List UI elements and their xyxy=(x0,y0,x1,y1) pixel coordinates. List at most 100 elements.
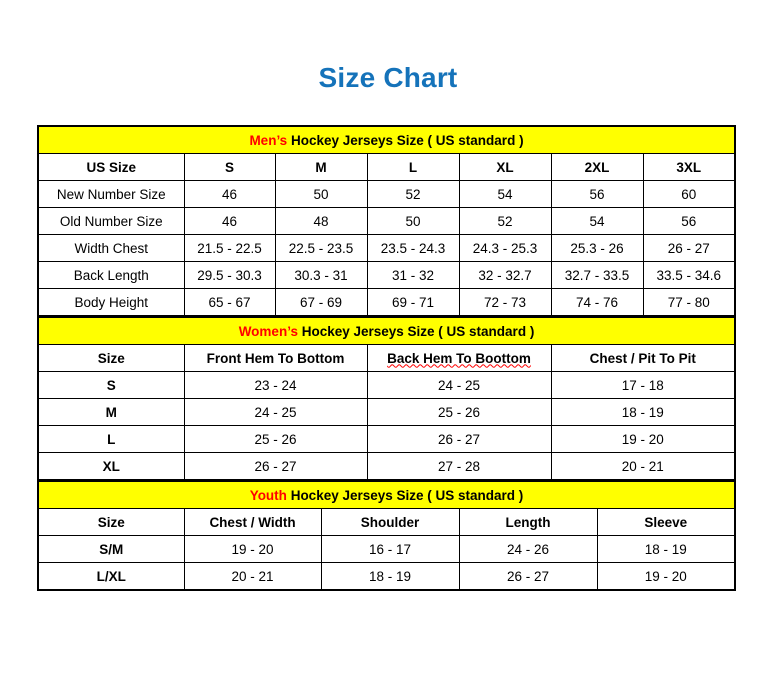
womens-row-3-label: XL xyxy=(37,452,185,481)
mens-row-4-val-4: 74 - 76 xyxy=(550,288,644,317)
table-row: Width Chest 21.5 - 22.5 22.5 - 23.5 23.5… xyxy=(37,234,736,262)
youth-banner-rest: Hockey Jerseys Size ( US standard ) xyxy=(286,487,524,503)
mens-row-2-val-3: 24.3 - 25.3 xyxy=(458,234,552,262)
mens-row-1-val-2: 50 xyxy=(366,207,460,235)
table-row: XL 26 - 27 27 - 28 20 - 21 xyxy=(37,452,736,481)
mens-row-2-label: Width Chest xyxy=(37,234,185,262)
mens-row-3-val-4: 32.7 - 33.5 xyxy=(550,261,644,289)
mens-col-3: L xyxy=(366,153,460,181)
womens-row-3-val-0: 26 - 27 xyxy=(183,452,368,481)
youth-row-1-val-3: 19 - 20 xyxy=(596,562,736,591)
mens-banner-rest: Hockey Jerseys Size ( US standard ) xyxy=(287,132,524,148)
table-row: L 25 - 26 26 - 27 19 - 20 xyxy=(37,425,736,453)
table-row: M 24 - 25 25 - 26 18 - 19 xyxy=(37,398,736,426)
womens-row-2-val-2: 19 - 20 xyxy=(550,425,736,453)
table-row: Old Number Size 46 48 50 52 54 56 xyxy=(37,207,736,235)
mens-row-3-label: Back Length xyxy=(37,261,185,289)
mens-col-6: 3XL xyxy=(642,153,736,181)
womens-row-0-label: S xyxy=(37,371,185,399)
womens-header-row: Size Front Hem To Bottom Back Hem To Boo… xyxy=(37,344,736,372)
mens-row-0-val-3: 54 xyxy=(458,180,552,208)
youth-col-1: Chest / Width xyxy=(183,508,322,536)
mens-col-2: M xyxy=(274,153,368,181)
mens-row-2-val-5: 26 - 27 xyxy=(642,234,736,262)
mens-row-4-label: Body Height xyxy=(37,288,185,317)
youth-row-1-val-2: 26 - 27 xyxy=(458,562,598,591)
womens-row-3-val-1: 27 - 28 xyxy=(366,452,552,481)
womens-row-2-val-0: 25 - 26 xyxy=(183,425,368,453)
youth-col-4: Sleeve xyxy=(596,508,736,536)
page-title: Size Chart xyxy=(318,62,458,93)
youth-row-0-label: S/M xyxy=(37,535,185,563)
youth-col-3: Length xyxy=(458,508,598,536)
mens-row-4-val-5: 77 - 80 xyxy=(642,288,736,317)
size-tables-container: Men’s Hockey Jerseys Size ( US standard … xyxy=(37,125,737,591)
mens-row-1-val-4: 54 xyxy=(550,207,644,235)
mens-row-3-val-1: 30.3 - 31 xyxy=(274,261,368,289)
womens-row-2-label: L xyxy=(37,425,185,453)
mens-row-0-val-0: 46 xyxy=(183,180,276,208)
mens-row-0-label: New Number Size xyxy=(37,180,185,208)
womens-row-1-label: M xyxy=(37,398,185,426)
womens-col-2: Back Hem To Boottom xyxy=(366,344,552,372)
table-row: Body Height 65 - 67 67 - 69 69 - 71 72 -… xyxy=(37,288,736,317)
youth-header-row: Size Chest / Width Shoulder Length Sleev… xyxy=(37,508,736,536)
womens-row-1-val-1: 25 - 26 xyxy=(366,398,552,426)
youth-row-0-val-3: 18 - 19 xyxy=(596,535,736,563)
mens-row-0-val-2: 52 xyxy=(366,180,460,208)
womens-col-3: Chest / Pit To Pit xyxy=(550,344,736,372)
womens-col-2-text: Back Hem To Boottom xyxy=(387,350,531,366)
mens-row-0-val-4: 56 xyxy=(550,180,644,208)
womens-row-2-val-1: 26 - 27 xyxy=(366,425,552,453)
womens-banner-row: Women’s Hockey Jerseys Size ( US standar… xyxy=(37,317,736,345)
womens-row-1-val-2: 18 - 19 xyxy=(550,398,736,426)
youth-col-0: Size xyxy=(37,508,185,536)
mens-row-2-val-4: 25.3 - 26 xyxy=(550,234,644,262)
womens-col-0: Size xyxy=(37,344,185,372)
mens-header-row: US Size S M L XL 2XL 3XL xyxy=(37,153,736,181)
mens-banner: Men’s Hockey Jerseys Size ( US standard … xyxy=(37,125,736,154)
womens-size-table: Women’s Hockey Jerseys Size ( US standar… xyxy=(37,317,736,481)
mens-row-1-label: Old Number Size xyxy=(37,207,185,235)
youth-row-1-val-0: 20 - 21 xyxy=(183,562,322,591)
mens-row-1-val-0: 46 xyxy=(183,207,276,235)
womens-banner: Women’s Hockey Jerseys Size ( US standar… xyxy=(37,317,736,345)
youth-row-1-val-1: 18 - 19 xyxy=(320,562,460,591)
mens-row-1-val-5: 56 xyxy=(642,207,736,235)
youth-row-0-val-0: 19 - 20 xyxy=(183,535,322,563)
mens-row-4-val-2: 69 - 71 xyxy=(366,288,460,317)
youth-banner: Youth Hockey Jerseys Size ( US standard … xyxy=(37,481,736,509)
mens-row-4-val-1: 67 - 69 xyxy=(274,288,368,317)
table-row: L/XL 20 - 21 18 - 19 26 - 27 19 - 20 xyxy=(37,562,736,591)
womens-row-0-val-2: 17 - 18 xyxy=(550,371,736,399)
youth-row-0-val-1: 16 - 17 xyxy=(320,535,460,563)
table-row: Back Length 29.5 - 30.3 30.3 - 31 31 - 3… xyxy=(37,261,736,289)
mens-banner-row: Men’s Hockey Jerseys Size ( US standard … xyxy=(37,125,736,154)
youth-banner-row: Youth Hockey Jerseys Size ( US standard … xyxy=(37,481,736,509)
womens-row-0-val-1: 24 - 25 xyxy=(366,371,552,399)
womens-row-3-val-2: 20 - 21 xyxy=(550,452,736,481)
womens-banner-accent: Women’s xyxy=(238,323,298,339)
womens-row-1-val-0: 24 - 25 xyxy=(183,398,368,426)
mens-row-3-val-2: 31 - 32 xyxy=(366,261,460,289)
mens-row-3-val-0: 29.5 - 30.3 xyxy=(183,261,276,289)
mens-row-2-val-2: 23.5 - 24.3 xyxy=(366,234,460,262)
youth-banner-accent: Youth xyxy=(249,487,287,503)
table-row: S/M 19 - 20 16 - 17 24 - 26 18 - 19 xyxy=(37,535,736,563)
mens-row-4-val-0: 65 - 67 xyxy=(183,288,276,317)
mens-col-1: S xyxy=(183,153,276,181)
womens-banner-rest: Hockey Jerseys Size ( US standard ) xyxy=(297,323,535,339)
mens-row-1-val-1: 48 xyxy=(274,207,368,235)
mens-row-0-val-5: 60 xyxy=(642,180,736,208)
youth-row-0-val-2: 24 - 26 xyxy=(458,535,598,563)
table-row: S 23 - 24 24 - 25 17 - 18 xyxy=(37,371,736,399)
mens-col-4: XL xyxy=(458,153,552,181)
mens-row-3-val-3: 32 - 32.7 xyxy=(458,261,552,289)
mens-row-0-val-1: 50 xyxy=(274,180,368,208)
womens-col-1: Front Hem To Bottom xyxy=(183,344,368,372)
youth-size-table: Youth Hockey Jerseys Size ( US standard … xyxy=(37,481,736,591)
youth-col-2: Shoulder xyxy=(320,508,460,536)
mens-row-2-val-1: 22.5 - 23.5 xyxy=(274,234,368,262)
mens-row-1-val-3: 52 xyxy=(458,207,552,235)
